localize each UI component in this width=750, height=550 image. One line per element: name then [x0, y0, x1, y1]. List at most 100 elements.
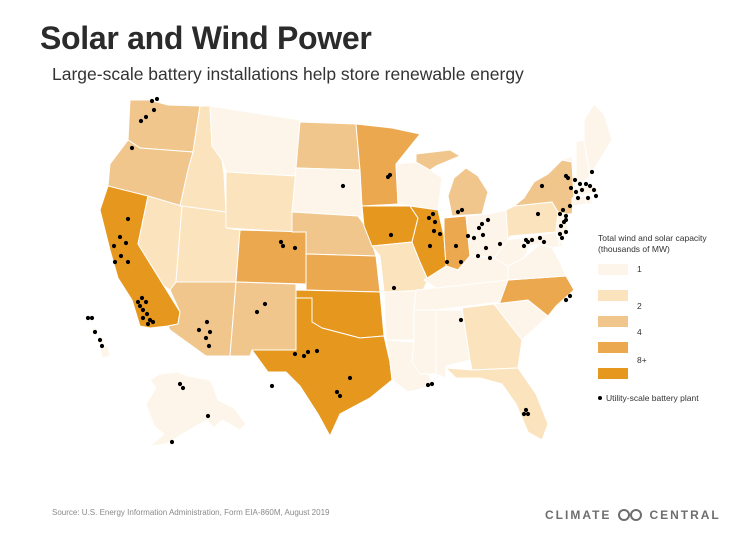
state-colorado[interactable]: [235, 229, 307, 285]
map-subtitle: Large-scale battery installations help s…: [52, 64, 524, 84]
state-michigan[interactable]: [415, 149, 461, 171]
battery-plant-dot: [145, 321, 151, 327]
battery-plant-dot: [575, 195, 581, 201]
battery-plant-dot: [521, 411, 527, 417]
battery-plant-dot: [487, 255, 493, 261]
state-south-dakota[interactable]: [291, 167, 363, 219]
battery-plant-dot: [429, 381, 435, 387]
battery-plant-dot: [557, 231, 563, 237]
battery-plant-dot: [269, 383, 275, 389]
battery-plant-dot: [385, 174, 391, 180]
state-maine[interactable]: [583, 103, 613, 177]
battery-plant-dot: [480, 232, 486, 238]
battery-plant-dot: [207, 329, 213, 335]
state-new-mexico[interactable]: [229, 281, 297, 357]
battery-plant-dot: [525, 239, 531, 245]
battery-plant-dot: [573, 189, 579, 195]
map-title: Solar and Wind Power: [40, 20, 372, 56]
state-kansas[interactable]: [305, 253, 381, 293]
battery-plant-dot: [587, 183, 593, 189]
state-wyoming[interactable]: [225, 171, 297, 233]
battery-plant-dot: [591, 187, 597, 193]
state-florida[interactable]: [445, 367, 549, 441]
legend-label-8plus: 8+: [637, 355, 647, 365]
state-wisconsin[interactable]: [395, 161, 443, 211]
infinity-logo-icon: [618, 509, 643, 521]
battery-plant-dot: [150, 319, 156, 325]
battery-plant-dot: [97, 337, 103, 343]
battery-plant-dot: [138, 118, 144, 124]
battery-plant-dot: [425, 382, 431, 388]
battery-plant-dot: [465, 233, 471, 239]
legend-battery-label: Utility-scale battery plant: [606, 393, 699, 403]
battery-plant-dot: [563, 229, 569, 235]
battery-plant-dot: [154, 96, 160, 102]
state-north-dakota[interactable]: [295, 121, 361, 171]
battery-plant-dot: [278, 239, 284, 245]
battery-plant-dot: [471, 235, 477, 241]
state-washington[interactable]: [127, 99, 201, 153]
legend-swatch-8plus: [598, 368, 628, 379]
battery-plant-dot: [568, 185, 574, 191]
legend-swatch-2: [598, 290, 628, 301]
battery-plant-dot: [340, 183, 346, 189]
battery-plant-dot: [314, 348, 320, 354]
battery-plant-dot: [558, 223, 564, 229]
battery-plant-dot: [92, 329, 98, 335]
state-delaware[interactable]: [555, 231, 565, 249]
battery-plant-dot: [563, 297, 569, 303]
state-michigan-lower[interactable]: [447, 167, 489, 217]
battery-plant-dot: [432, 219, 438, 225]
battery-plant-dot: [567, 203, 573, 209]
battery-plant-dot: [147, 317, 153, 323]
battery-plant-dot: [89, 315, 95, 321]
battery-plant-dot: [523, 407, 529, 413]
battery-plant-dot: [585, 195, 591, 201]
battery-plant-dot: [151, 107, 157, 113]
state-mississippi[interactable]: [411, 309, 437, 375]
battery-plant-dot: [431, 228, 437, 234]
legend-title: Total wind and solar capacity (thousands…: [598, 233, 748, 255]
legend-swatch-6: [598, 342, 628, 353]
brand-left: CLIMATE: [545, 508, 612, 522]
battery-plant-dot: [589, 169, 595, 175]
state-texas[interactable]: [251, 297, 393, 437]
battery-plant-dot: [483, 245, 489, 251]
battery-plant-dot: [444, 259, 450, 265]
climate-central-logo: CLIMATE CENTRAL: [545, 508, 721, 522]
battery-plant-dot: [579, 187, 585, 193]
battery-plant-dot: [485, 217, 491, 223]
battery-plant-dot: [292, 245, 298, 251]
battery-plant-dot: [112, 259, 118, 265]
battery-plant-dot: [180, 385, 186, 391]
battery-plant-dot: [203, 335, 209, 341]
battery-plant-dot: [139, 295, 145, 301]
state-virginia[interactable]: [507, 243, 567, 281]
battery-plant-dot: [577, 181, 583, 187]
battery-plant-dot: [475, 253, 481, 259]
battery-plant-dot: [593, 193, 599, 199]
legend-battery-plant: Utility-scale battery plant: [598, 393, 699, 403]
battery-plant-dot: [497, 241, 503, 247]
state-hawaii-big-island[interactable]: [99, 345, 111, 359]
battery-plant-dot: [455, 209, 461, 215]
legend-label-2: 2: [637, 301, 642, 311]
battery-plant-dot: [140, 315, 146, 321]
legend-label-1: 1: [637, 264, 642, 274]
battery-plant-dot: [337, 393, 343, 399]
battery-plant-dot: [535, 211, 541, 217]
legend-title-line1: Total wind and solar capacity: [598, 233, 707, 243]
brand-right: CENTRAL: [649, 508, 721, 522]
battery-plant-dot: [280, 243, 286, 249]
battery-plant-dot: [135, 299, 141, 305]
battery-plant-dot: [137, 303, 143, 309]
state-alaska[interactable]: [145, 371, 247, 447]
battery-plant-dot: [458, 259, 464, 265]
state-montana[interactable]: [209, 105, 301, 177]
state-iowa[interactable]: [361, 205, 419, 247]
battery-plant-dot: [561, 219, 567, 225]
battery-plant-dot: [177, 381, 183, 387]
battery-plant-dot: [521, 243, 527, 249]
battery-plant-dot: [388, 232, 394, 238]
